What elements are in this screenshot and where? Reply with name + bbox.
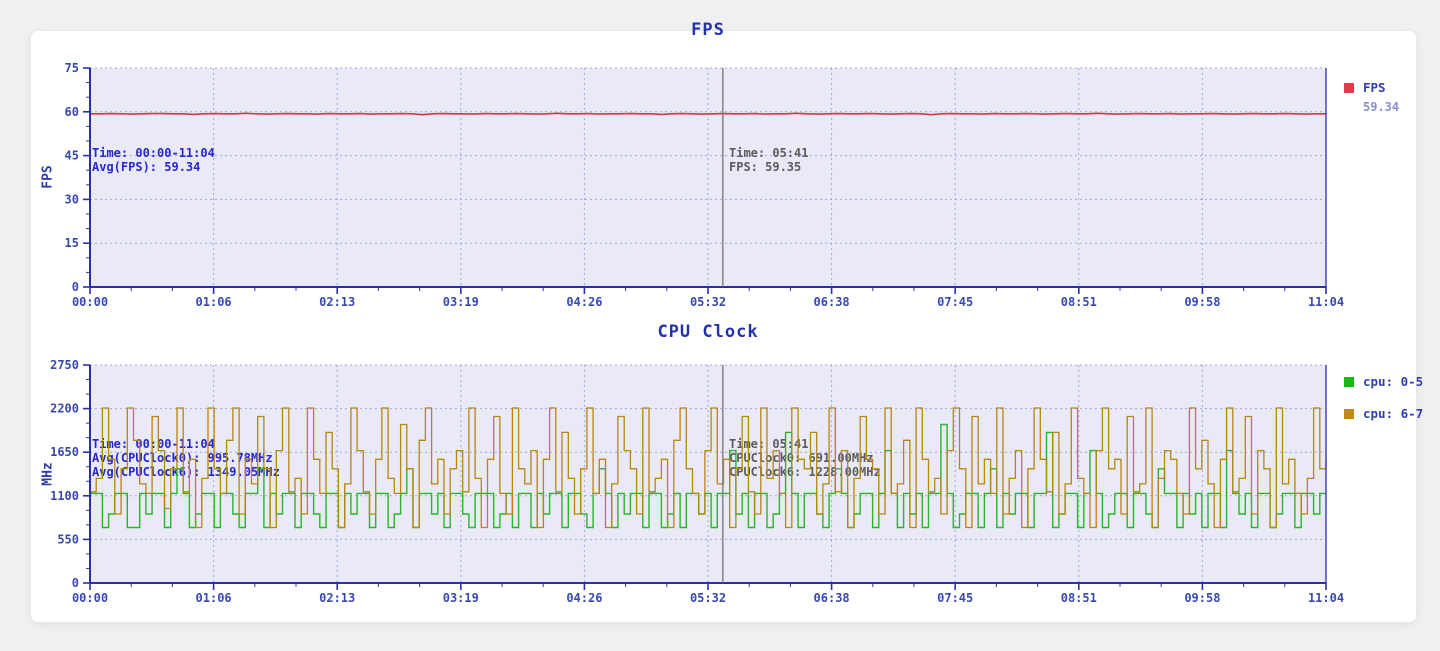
x-tick-label: 04:26 <box>566 295 602 309</box>
x-tick-label: 00:00 <box>72 295 108 309</box>
x-tick-label: 11:04 <box>1308 591 1344 605</box>
y-tick-label: 550 <box>57 532 79 546</box>
x-tick-label: 11:04 <box>1308 295 1344 309</box>
series-line-FPS <box>90 112 1326 116</box>
fps-chart-title: FPS <box>691 20 725 40</box>
x-tick-label: 06:38 <box>814 591 850 605</box>
x-tick-label: 00:00 <box>72 591 108 605</box>
x-tick-label: 05:32 <box>690 295 726 309</box>
fps-cursor-tooltip-line: FPS: 59.35 <box>729 160 801 174</box>
y-tick-label: 15 <box>65 236 79 250</box>
x-tick-label: 01:06 <box>196 295 232 309</box>
y-tick-label: 60 <box>65 105 79 119</box>
x-tick-label: 04:26 <box>566 591 602 605</box>
fps-overlay-text: Time: 00:00-11:04 Avg(FPS): 59.34 Time: … <box>92 146 808 174</box>
x-tick-label: 07:45 <box>937 591 973 605</box>
cpu-6-7-legend-swatch-icon <box>1344 408 1354 419</box>
y-tick-label: 1100 <box>50 489 79 503</box>
cpu-legend-item-6-7[interactable]: cpu: 6-7 <box>1344 406 1423 421</box>
x-tick-label: 01:06 <box>196 591 232 605</box>
cpu-6-7-legend-label: cpu: 6-7 <box>1363 406 1424 421</box>
y-tick-label: 1650 <box>50 445 79 459</box>
x-tick-label: 02:13 <box>319 591 355 605</box>
cpu-0-5-legend-swatch-icon <box>1344 376 1354 387</box>
cpu-legend: cpu: 0-5 cpu: 6-7 <box>1344 374 1423 438</box>
series-line-cpu-6-7 <box>90 407 1327 529</box>
y-tick-label: 2200 <box>50 402 79 416</box>
x-tick-label: 08:51 <box>1061 591 1097 605</box>
fps-avg-annotation-line: Avg(FPS): 59.34 <box>92 160 200 174</box>
fps-legend-swatch-icon <box>1344 82 1354 93</box>
x-tick-label: 08:51 <box>1061 295 1097 309</box>
fps-avg-annotation-line: Time: 00:00-11:04 <box>92 146 215 160</box>
fps-legend-value: 59.34 <box>1363 100 1400 114</box>
cpu-chart-title: CPU Clock <box>657 322 759 342</box>
cpu-avg-annotation-line: Time: 00:00-11:04 <box>92 437 215 451</box>
x-tick-label: 03:19 <box>443 295 479 309</box>
cpu-overlay-text: Time: 00:00-11:04 Avg(CPUClock0): 995.78… <box>92 437 881 479</box>
cpu-plot-top: 0 550 1100 1650 2200 2750 00:00 01:06 02:13 03:19… <box>50 358 1344 605</box>
x-tick-label: 03:19 <box>443 591 479 605</box>
x-tick-label: 09:58 <box>1184 591 1220 605</box>
x-tick-label: 06:38 <box>814 295 850 309</box>
fps-legend-label: FPS <box>1363 80 1386 95</box>
cpu-avg-annotation-line: Avg(CPUClock0): 995.78MHz <box>92 451 273 465</box>
fps-plot-base <box>90 67 1326 287</box>
y-tick-label: 30 <box>65 192 79 206</box>
y-tick-label: 75 <box>65 61 79 75</box>
x-tick-label: 05:32 <box>690 591 726 605</box>
cpu-plot-base <box>90 364 1326 583</box>
x-tick-label: 02:13 <box>319 295 355 309</box>
fps-cursor-tooltip-line: Time: 05:41 <box>729 146 808 160</box>
cpu-cursor-tooltip-line: Time: 05:41 <box>729 437 808 451</box>
fps-legend: FPS 59.34 <box>1344 80 1399 114</box>
cpu-cursor-tooltip-line: CPUClock0: 691.00MHz <box>729 451 874 465</box>
y-tick-label: 45 <box>65 149 79 163</box>
cpu-0-5-legend-label: cpu: 0-5 <box>1363 374 1424 389</box>
x-tick-label: 09:58 <box>1184 295 1220 309</box>
y-tick-label: 0 <box>72 280 79 294</box>
x-tick-label: 07:45 <box>937 295 973 309</box>
cpu-avg-annotation-line: Avg(CPUClock6): 1349.05MHz <box>92 465 280 479</box>
y-tick-label: 0 <box>72 576 79 590</box>
fps-plot-top: 0 15 30 45 60 75 00:00 01:06 02:13 03:19 04:26 05:3… <box>65 61 1345 309</box>
fps-legend-item[interactable]: FPS <box>1344 80 1399 95</box>
cpu-legend-item-0-5[interactable]: cpu: 0-5 <box>1344 374 1423 389</box>
y-tick-label: 2750 <box>50 358 79 372</box>
